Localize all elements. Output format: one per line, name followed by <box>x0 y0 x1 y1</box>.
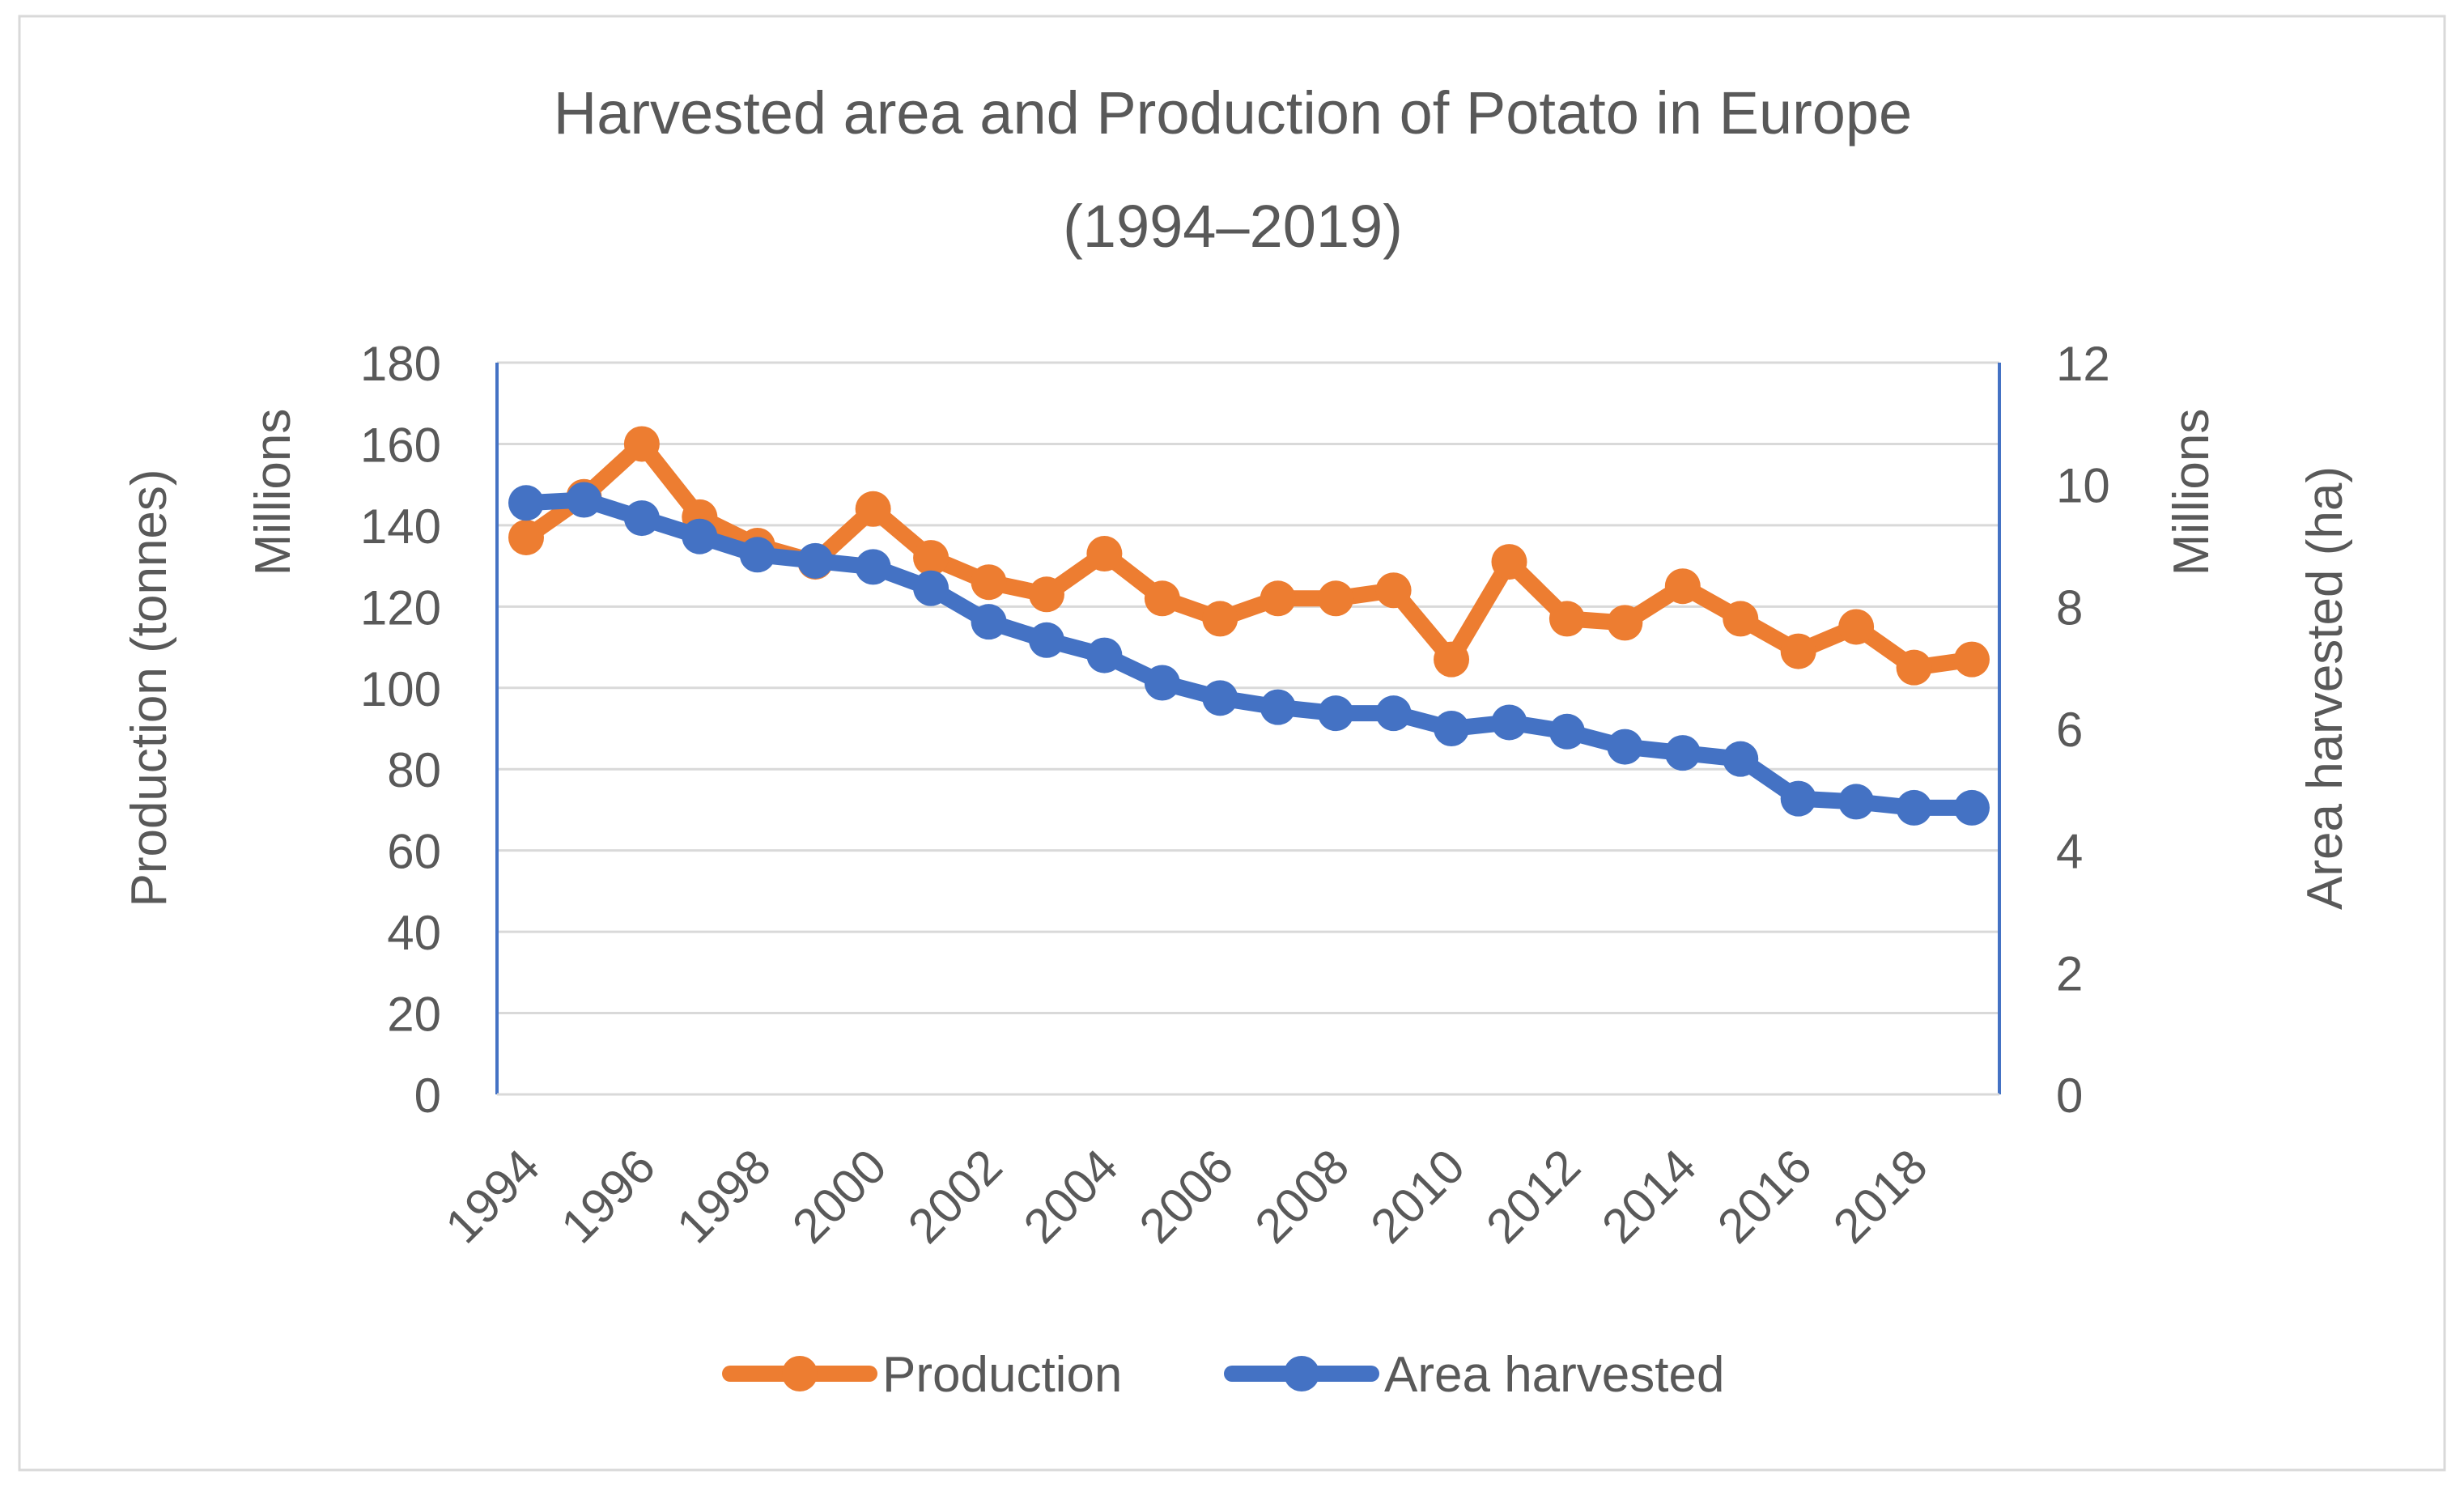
data-point-area-harvested <box>1028 622 1064 658</box>
y-right-tick-label: 8 <box>2056 580 2083 635</box>
chart-title: Harvested area and Production of Potato … <box>554 79 1912 147</box>
data-point-area-harvested <box>1664 735 1701 771</box>
data-point-production <box>1375 572 1412 609</box>
y-left-unit-label: Millions <box>245 409 301 576</box>
data-point-area-harvested <box>1086 637 1123 673</box>
y-left-tick-label: 140 <box>360 499 441 554</box>
data-point-area-harvested <box>1375 695 1412 732</box>
legend-marker-area-harvested <box>1284 1356 1319 1391</box>
data-point-area-harvested <box>1434 711 1470 746</box>
y-right-tick-label: 6 <box>2056 703 2083 757</box>
data-point-area-harvested <box>1607 729 1643 765</box>
data-point-production <box>971 564 1007 601</box>
data-point-area-harvested <box>797 542 834 579</box>
data-point-area-harvested <box>682 518 718 554</box>
y-right-tick-label: 2 <box>2056 946 2083 1001</box>
chart-subtitle: (1994–2019) <box>1063 193 1403 260</box>
y-left-tick-label: 180 <box>360 337 441 391</box>
legend: Production Area harvested <box>722 1347 1724 1403</box>
y-left-tick-label: 60 <box>387 825 441 879</box>
data-point-production <box>1491 544 1527 580</box>
data-point-area-harvested <box>1896 789 1932 826</box>
data-point-area-harvested <box>1838 784 1875 820</box>
y-left-axis-title: Production (tonnes) <box>121 469 177 907</box>
y-left-tick-label: 0 <box>414 1069 441 1123</box>
y-left-tick-label: 120 <box>360 580 441 635</box>
data-point-production <box>1838 609 1875 645</box>
data-point-area-harvested <box>855 549 891 585</box>
y-right-tick-label: 0 <box>2056 1069 2083 1123</box>
series <box>508 426 1990 826</box>
data-point-production <box>1896 649 1932 686</box>
data-point-production <box>1780 633 1816 669</box>
y-right-tick-label: 10 <box>2056 459 2110 513</box>
y-right-tick-label: 12 <box>2056 337 2110 391</box>
data-point-area-harvested <box>1491 704 1527 741</box>
data-point-area-harvested <box>1723 741 1759 777</box>
y-left-tick-label: 80 <box>387 743 441 797</box>
data-point-production <box>508 519 544 555</box>
chart-border <box>18 15 2446 1472</box>
data-point-production <box>1144 580 1180 617</box>
legend-label-area-harvested: Area harvested <box>1384 1347 1724 1403</box>
legend-label-production: Production <box>882 1347 1122 1403</box>
y-right-axis-title: Area harvested (ha) <box>2297 466 2353 910</box>
data-point-production <box>913 540 949 576</box>
y-left-tick-label: 100 <box>360 662 441 716</box>
data-point-area-harvested <box>1144 665 1180 701</box>
y-left-tick-label: 20 <box>387 988 441 1042</box>
data-point-production <box>1028 576 1064 613</box>
data-point-area-harvested <box>1202 680 1238 716</box>
data-point-production <box>1260 580 1296 617</box>
data-point-production <box>1664 568 1701 605</box>
y-right-unit-label: Millions <box>2164 409 2220 576</box>
y-left-tick-label: 40 <box>387 906 441 960</box>
data-point-area-harvested <box>623 500 660 537</box>
data-point-production <box>1954 641 1990 678</box>
data-point-production <box>1723 601 1759 637</box>
data-point-area-harvested <box>508 485 544 521</box>
y-right-tick-label: 4 <box>2056 825 2083 879</box>
data-point-area-harvested <box>1318 695 1354 732</box>
data-point-production <box>1434 641 1470 678</box>
data-point-area-harvested <box>913 570 949 606</box>
data-point-area-harvested <box>1260 689 1296 725</box>
data-point-production <box>1607 605 1643 641</box>
data-point-production <box>1202 601 1238 637</box>
data-point-area-harvested <box>566 482 602 518</box>
y-left-tick-label: 160 <box>360 418 441 472</box>
data-point-production <box>1086 536 1123 572</box>
data-point-area-harvested <box>1548 713 1585 750</box>
legend-marker-production <box>782 1356 818 1391</box>
data-point-production <box>1318 580 1354 617</box>
data-point-production <box>1548 601 1585 637</box>
data-point-area-harvested <box>739 537 775 573</box>
data-point-production <box>623 426 660 462</box>
data-point-area-harvested <box>1780 780 1816 817</box>
data-point-area-harvested <box>1954 789 1990 826</box>
data-point-production <box>855 491 891 527</box>
data-point-area-harvested <box>971 604 1007 640</box>
